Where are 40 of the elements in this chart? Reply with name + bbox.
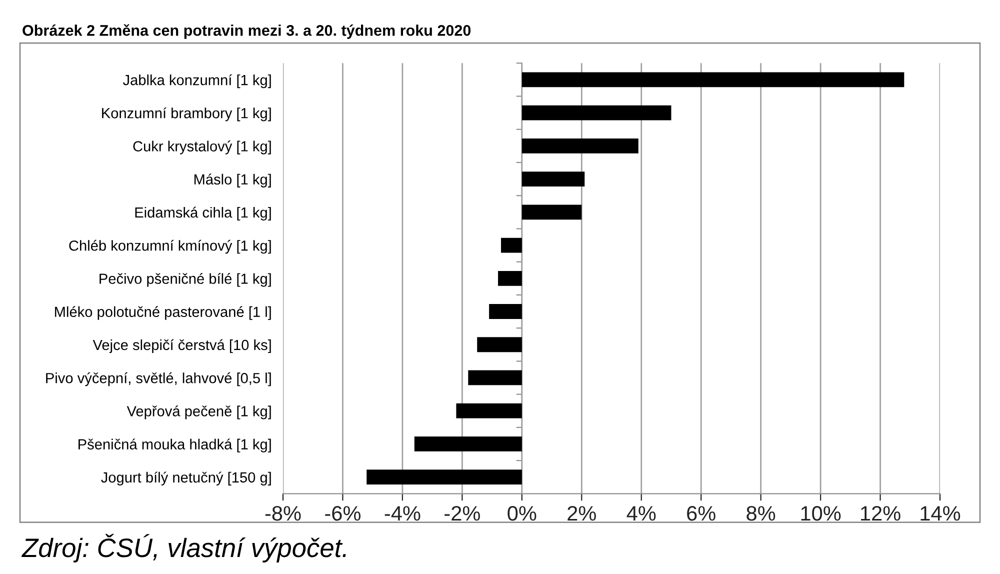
y-tick-label: Jablka konzumní [1 kg] — [122, 74, 271, 88]
x-tick-label: -6% — [325, 506, 361, 521]
bar — [468, 370, 522, 386]
bar — [489, 304, 522, 319]
x-tick-label: 14% — [920, 506, 960, 521]
y-tick-label: Eidamská cihla [1 kg] — [135, 206, 271, 221]
y-tick-label: Konzumní brambory [1 kg] — [102, 107, 271, 122]
y-tick-label: Pečivo pšeničné bílé [1 kg] — [100, 273, 271, 287]
bar — [456, 403, 522, 418]
text: Zdroj: ČSÚ, vlastní výpočet. — [21, 534, 346, 562]
bar — [501, 238, 522, 253]
y-tick-label: Cukr krystalový [1 kg] — [133, 140, 271, 154]
bar — [498, 270, 522, 286]
y-tick-label: Jogurt bílý netučný [150 g] — [101, 472, 271, 486]
bar — [522, 172, 585, 186]
y-tick-label: Mléko polotučné pasterované [1 l] — [55, 306, 271, 320]
y-tick-label: Pšeničná mouka hladká [1 kg] — [78, 438, 271, 452]
x-tick-label: -2% — [444, 506, 480, 521]
x-tick-label: 0% — [508, 506, 536, 521]
bar — [366, 470, 522, 485]
y-tick-label: Máslo [1 kg] — [194, 174, 271, 188]
x-tick-label: 8% — [746, 506, 776, 521]
y-tick-label: Vepřová pečeně [1 kg] — [126, 405, 271, 420]
x-tick-label: -4% — [384, 506, 420, 521]
bar — [522, 72, 904, 88]
y-tick-label: Pivo výčepní, světlé, lahvové [0,5 l] — [46, 372, 271, 386]
x-tick-label: 12% — [861, 506, 900, 521]
x-tick-label: 2% — [568, 506, 596, 521]
y-tick-label: Vejce slepičí čerstvá [10 ks] — [92, 339, 271, 354]
x-tick-label: -8% — [265, 506, 301, 521]
chart-title: Obrázek 2 Změna cen potravin mezi 3. a 20. týdnem roku 2020 — [22, 24, 471, 39]
x-tick-label: 10% — [801, 506, 841, 521]
bar — [522, 204, 582, 220]
bar — [522, 105, 672, 120]
bar — [522, 138, 638, 154]
bar — [477, 337, 522, 352]
x-tick-label: 4% — [626, 506, 656, 521]
y-tick-label: Chléb konzumní kmínový [1 kg] — [69, 240, 271, 254]
x-tick-label: 6% — [687, 506, 716, 521]
bar — [414, 436, 522, 452]
